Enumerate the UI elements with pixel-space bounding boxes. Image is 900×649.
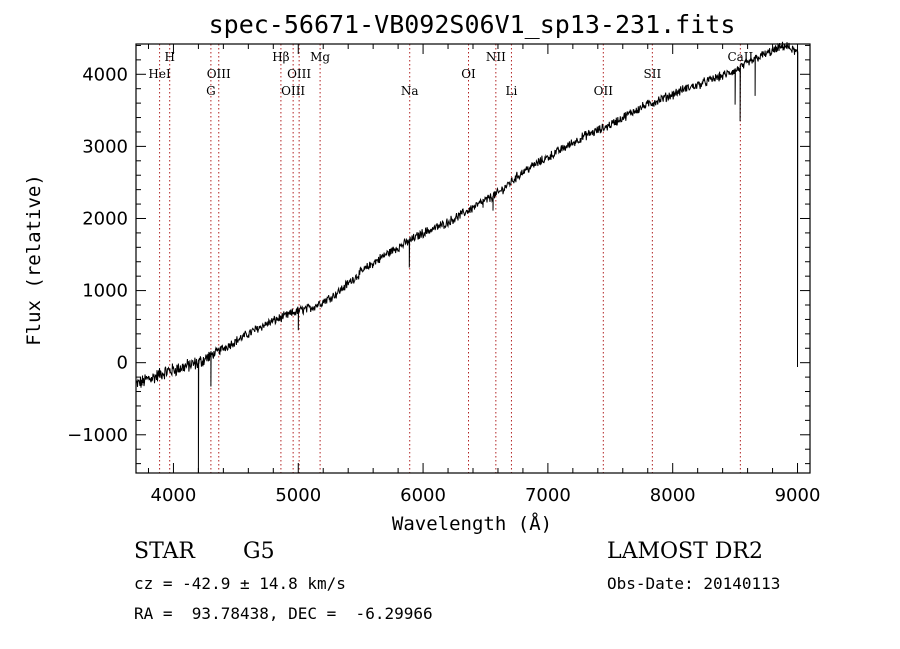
x-axis-label: Wavelength (Å) <box>392 512 552 535</box>
y-axis-label: Flux (relative) <box>23 174 45 346</box>
line-label-10: NII <box>486 50 506 64</box>
object-class: STAR <box>134 539 195 564</box>
y-tick-label: 4000 <box>82 64 128 85</box>
axis-ticks <box>136 44 810 473</box>
y-tick-label: −1000 <box>67 425 128 446</box>
line-label-12: OII <box>594 84 614 98</box>
x-tick-label: 4000 <box>151 485 197 506</box>
line-label-6: OIII <box>287 67 311 81</box>
y-tick-label: 3000 <box>82 136 128 157</box>
line-label-9: OI <box>461 67 476 81</box>
observation-date: Obs-Date: 20140113 <box>607 574 781 593</box>
x-tick-label: 7000 <box>525 485 571 506</box>
x-tick-label: 9000 <box>775 485 821 506</box>
line-label-4: Hβ <box>272 50 289 64</box>
line-label-7: Mg <box>310 50 330 64</box>
line-label-1: H <box>164 50 174 64</box>
line-label-0: HeI <box>148 67 171 81</box>
line-label-8: Na <box>401 84 419 98</box>
y-tick-label: 1000 <box>82 281 128 302</box>
coordinates-readout: RA = 93.78438, DEC = -6.29966 <box>134 604 433 623</box>
line-label-11: Li <box>506 84 518 98</box>
survey-name: LAMOST DR2 <box>607 539 763 564</box>
y-tick-label: 2000 <box>82 208 128 229</box>
x-tick-label: 6000 <box>400 485 446 506</box>
y-tick-label: 0 <box>117 353 128 374</box>
line-label-5: OIII <box>281 84 305 98</box>
plot-frame <box>135 43 811 474</box>
x-tick-label: 8000 <box>650 485 696 506</box>
y-tick-labels: −1000 0 1000 2000 3000 4000 <box>67 64 128 446</box>
x-tick-label: 5000 <box>275 485 321 506</box>
velocity-readout: cz = -42.9 ± 14.8 km/s <box>134 574 346 593</box>
spectrum-trace <box>135 41 799 474</box>
chart-title: spec-56671-VB092S06V1_sp13-231.fits <box>209 10 736 39</box>
line-label-3: OIII <box>207 67 231 81</box>
object-subclass: G5 <box>243 539 275 564</box>
line-label-2: G <box>206 84 216 98</box>
spectral-line-markers <box>159 44 741 473</box>
x-tick-labels: 4000 5000 6000 7000 8000 9000 <box>151 485 821 506</box>
line-label-13: SII <box>644 67 662 81</box>
